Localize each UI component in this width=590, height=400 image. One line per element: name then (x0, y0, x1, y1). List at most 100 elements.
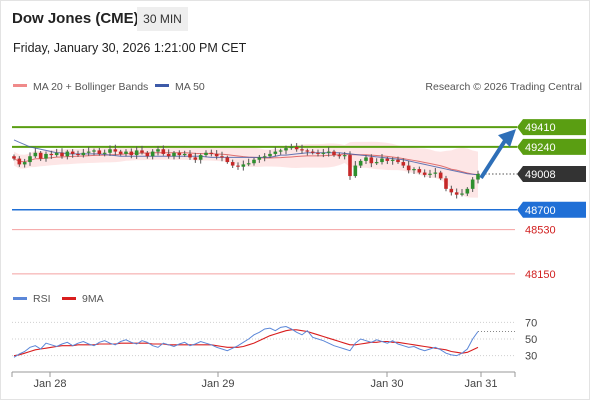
candle-body (188, 153, 192, 158)
rsi-ma-legend-swatch (62, 297, 76, 300)
candle-body (294, 146, 299, 150)
candles (12, 143, 480, 199)
tag-label-49008: 49008 (525, 169, 556, 181)
tag-48700: 48700 (517, 201, 586, 218)
forecast-arrow-shaft (479, 138, 508, 180)
x-axis: Jan 28 Jan 29 Jan 30 Jan 31 (11, 371, 516, 390)
candle-body (182, 153, 187, 156)
candle-body (65, 151, 70, 157)
candle (134, 146, 139, 159)
candle (145, 151, 150, 159)
candle-body (406, 165, 411, 171)
candle-body (145, 152, 150, 157)
candle (241, 160, 246, 171)
candle-body (166, 153, 171, 157)
candle-body (140, 150, 144, 153)
candle (161, 145, 166, 156)
candle (262, 153, 267, 162)
tag-label-48150: 48150 (525, 269, 556, 281)
tag-49008: 49008 (517, 165, 586, 182)
candle-body (449, 188, 454, 193)
candle-body (92, 150, 96, 152)
candle-body (401, 162, 406, 166)
candle (209, 149, 214, 157)
candle (204, 150, 208, 157)
rsi-tick-50: 50 (525, 334, 537, 346)
candle (150, 149, 155, 160)
candle (358, 159, 363, 169)
ma50-line (13, 139, 479, 176)
candle-body (150, 151, 155, 157)
candle (353, 161, 358, 178)
candle (252, 157, 256, 166)
candle (369, 154, 374, 168)
candle-body (417, 169, 422, 173)
candle-body (305, 150, 310, 152)
tag-label-49410: 49410 (525, 122, 556, 134)
candle (321, 148, 326, 158)
tag-label-48700: 48700 (525, 205, 556, 217)
candle-body (465, 188, 470, 194)
candle-body (54, 152, 59, 156)
candle (28, 152, 32, 166)
candle (22, 158, 27, 168)
candle (33, 148, 38, 158)
candle-body (385, 158, 390, 161)
candle-body (358, 160, 363, 166)
candle-body (342, 155, 347, 157)
candle (433, 168, 438, 178)
candle (348, 151, 352, 180)
candle-body (177, 152, 182, 156)
candle-body (364, 157, 368, 161)
candle (374, 158, 379, 165)
candle-body (332, 151, 336, 156)
candle (289, 143, 294, 150)
candle-body (310, 151, 315, 153)
candle-body (300, 149, 304, 151)
candle (198, 153, 203, 164)
candle-body (316, 152, 320, 154)
candle-body (454, 192, 459, 195)
candle (17, 156, 22, 167)
candle-body (60, 152, 64, 157)
candle-body (257, 157, 262, 160)
candle (278, 148, 283, 155)
candle-body (476, 173, 480, 180)
interval-selector[interactable]: 30 MIN (137, 7, 188, 31)
candle-body (470, 179, 475, 189)
candle-body (236, 165, 240, 167)
candle (86, 147, 91, 156)
ma20-legend-swatch (13, 84, 27, 87)
candle-body (438, 172, 443, 179)
candle (406, 161, 411, 174)
candle-body (129, 151, 134, 156)
level-tags: 49410 49240 49008 48700 48530 48150 (517, 119, 586, 281)
candle (81, 148, 86, 158)
candle-body (44, 153, 48, 159)
candle-body (86, 151, 91, 153)
candle (44, 151, 48, 162)
rsi-tick-30: 30 (525, 351, 537, 363)
x-tick-jan-28: Jan 28 (33, 378, 66, 390)
candle-body (246, 163, 251, 165)
candle-body (102, 152, 107, 154)
x-tick-jan-29: Jan 29 (201, 378, 234, 390)
tag-bg-49008 (517, 165, 586, 182)
candle (97, 147, 102, 156)
candle-body (390, 159, 395, 161)
candle (118, 149, 123, 156)
tag-label-48530: 48530 (525, 225, 556, 237)
candle-body (172, 152, 176, 157)
candle (385, 156, 390, 165)
candle (342, 151, 347, 160)
candle (220, 151, 224, 162)
candle (316, 149, 320, 157)
candle (140, 145, 144, 155)
candle-body (156, 149, 160, 152)
candle (465, 187, 470, 196)
candle (76, 150, 80, 157)
candle (428, 169, 432, 179)
candle (401, 158, 406, 169)
candle (438, 170, 443, 181)
candle (284, 145, 288, 155)
